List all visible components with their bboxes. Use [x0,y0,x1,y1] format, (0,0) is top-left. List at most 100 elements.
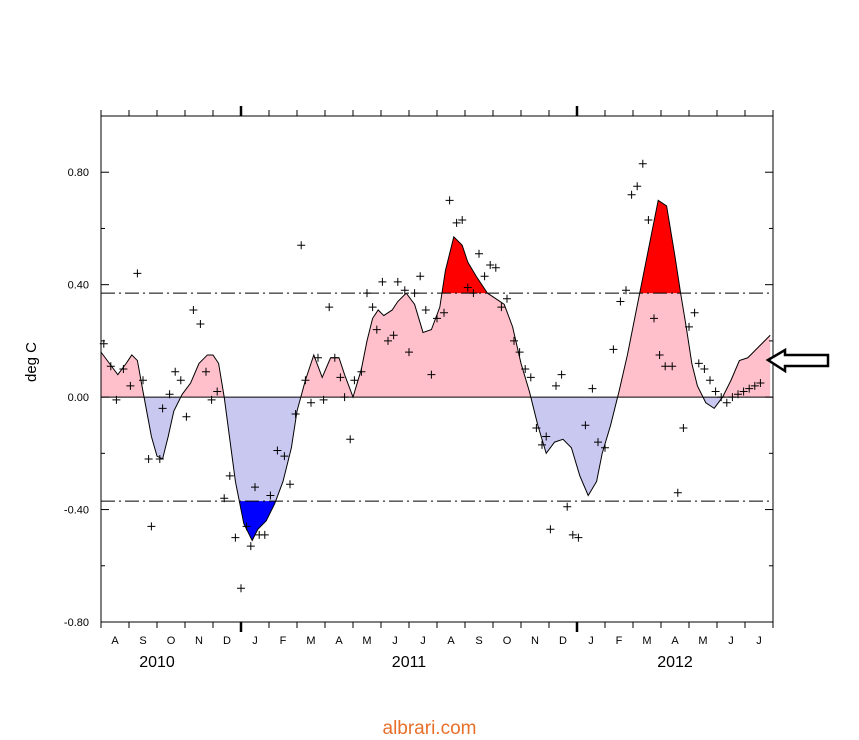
month-label: F [616,635,623,647]
data-point [717,393,726,402]
month-label: A [111,635,119,647]
data-point [563,502,572,511]
data-point [207,395,216,404]
data-point [133,269,142,278]
data-point [421,305,430,314]
watermark-text: albrari.com [382,718,477,739]
data-point [445,196,454,205]
data-point [552,381,560,390]
data-point [655,350,664,359]
month-label: S [139,635,146,647]
data-point [314,353,322,362]
data-point [546,525,555,534]
data-point [491,263,500,272]
data-point [363,289,371,298]
data-point [616,297,625,306]
y-tick-label: -0.80 [64,617,89,629]
data-point [622,286,630,295]
warm-anomaly-fill [101,200,771,398]
data-point [213,387,222,396]
threshold-lines [101,292,773,502]
month-label: M [698,635,707,647]
data-point [480,272,489,281]
month-label: M [306,635,315,647]
y-axis-title: deg C [23,342,40,382]
data-point [182,412,191,421]
data-point [756,379,765,388]
strong-cool-fill [239,501,276,541]
data-point [633,182,642,191]
data-point [372,325,381,334]
data-point [196,320,205,329]
y-axis-ticks: -0.80 -0.40 0.00 0.40 0.80 [64,115,773,629]
data-point [336,373,345,382]
data-point [291,409,300,418]
data-point [393,277,402,286]
month-label: O [167,635,176,647]
data-point [225,471,234,480]
data-point [690,308,699,317]
data-point [673,488,682,497]
data-point [280,452,289,461]
data-point [405,348,413,357]
data-point [463,283,472,292]
data-point [722,398,731,407]
data-point [378,277,387,286]
data-point [694,359,703,368]
data-point [171,367,180,376]
data-point [574,533,583,542]
data-point [679,424,688,433]
data-point [668,362,677,371]
data-point [368,303,377,312]
data-point [273,446,282,455]
data-point [685,322,693,331]
month-label: M [642,635,651,647]
data-point [588,384,597,393]
data-point [147,522,156,531]
data-point [260,530,269,539]
month-label: J [728,635,734,647]
year-label: 2012 [657,654,693,671]
data-point [346,435,355,444]
data-point [389,331,398,340]
x-axis-ticks: A S O N D J F M A M J J A S O N D J F M A M J J 2010 2011 2012 [100,106,774,671]
month-label: J [756,635,762,647]
data-point [307,398,315,407]
data-point [106,362,115,371]
month-label: D [559,635,567,647]
data-point [202,367,210,376]
year-label: 2010 [139,654,175,671]
data-point [568,530,577,539]
year-label: 2011 [392,654,427,671]
data-point [231,533,240,542]
month-label: F [280,635,287,647]
y-tick-label: 0.80 [68,167,89,179]
data-point [627,190,636,199]
data-point [350,376,359,385]
data-point [325,303,334,312]
month-label: A [671,635,679,647]
data-point [357,367,366,376]
data-point [410,289,419,298]
data-point [119,365,128,373]
month-label: N [531,635,539,647]
data-point [297,241,306,250]
y-tick-label: -0.40 [64,505,89,517]
data-point [416,272,425,281]
monthly-points [99,159,765,593]
data-point [594,438,602,447]
month-label: D [223,635,231,647]
data-point [745,384,754,393]
data-point [427,370,436,379]
month-label: M [362,635,371,647]
data-point [165,390,174,399]
data-point [242,522,251,531]
month-label: O [503,635,512,647]
data-point [475,249,483,258]
data-point [503,294,511,303]
strong-warm-fill [406,200,681,294]
data-point [601,443,609,452]
data-point [557,370,566,379]
data-point [497,303,506,312]
